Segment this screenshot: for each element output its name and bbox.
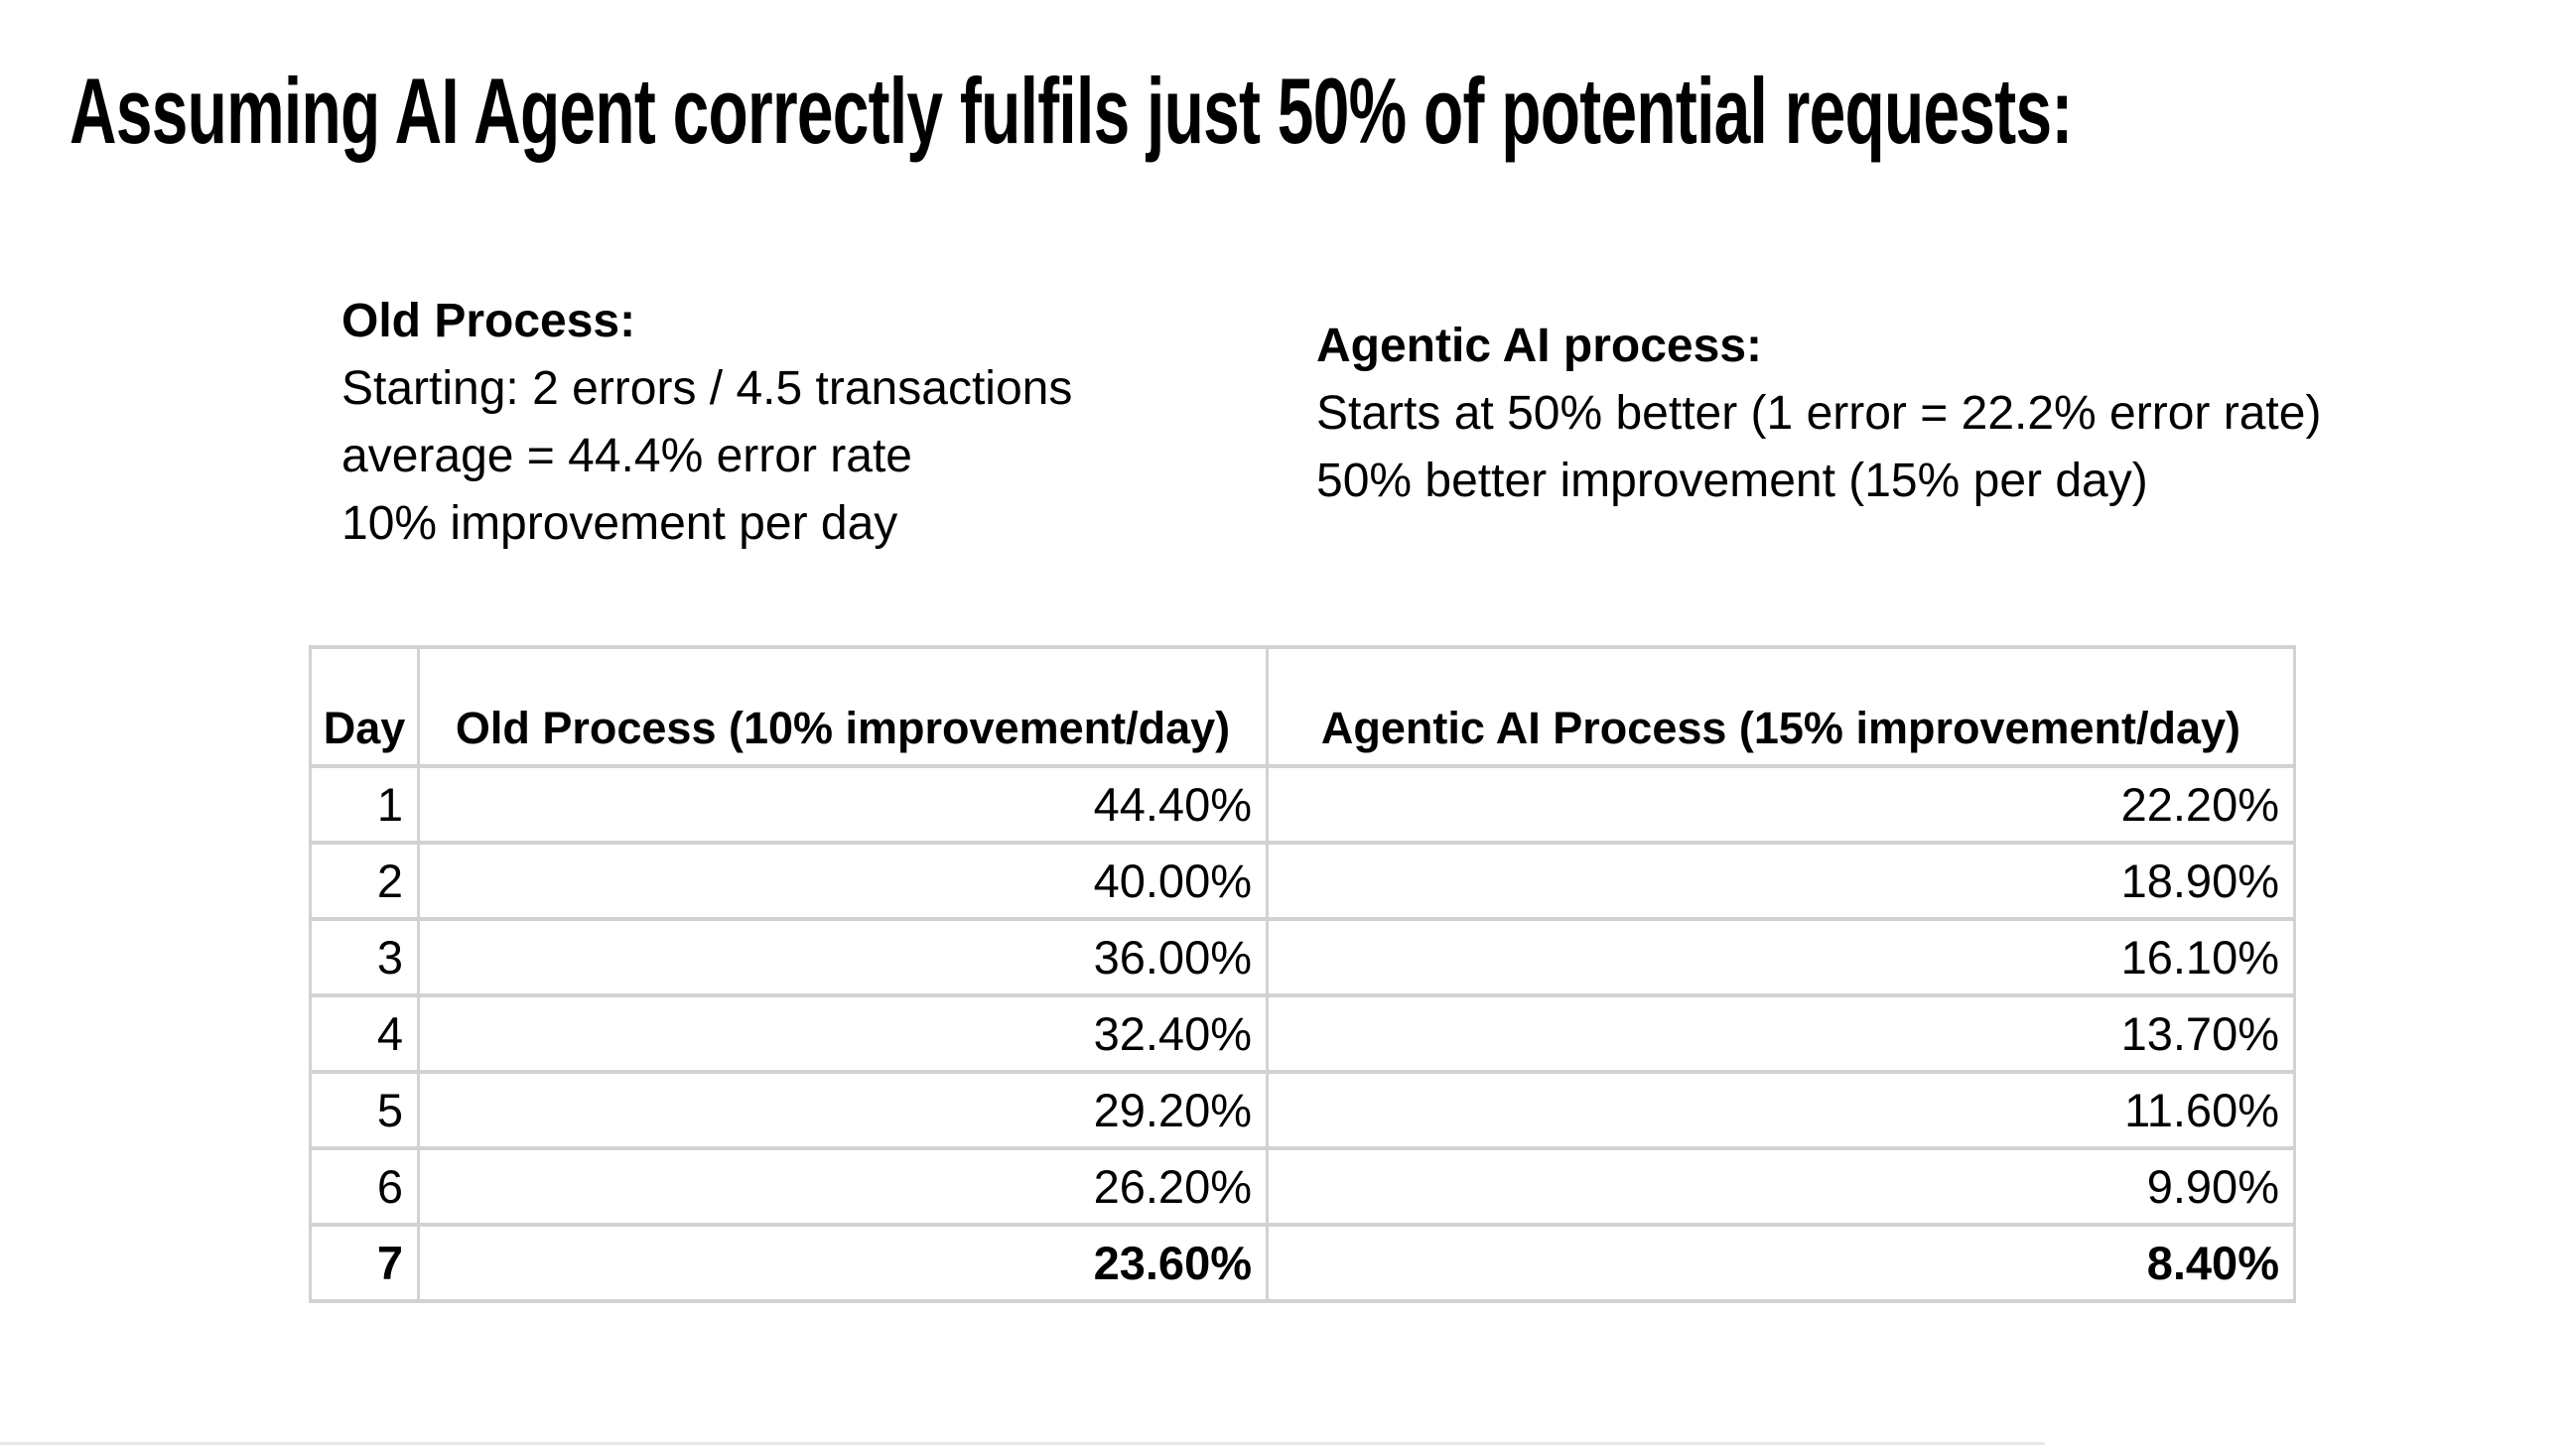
- old-process-value-cell: 36.00%: [417, 917, 1269, 997]
- day-cell: 4: [309, 993, 420, 1074]
- old-process-heading: Old Process:: [341, 295, 636, 347]
- agentic-process-heading: Agentic AI process:: [1316, 320, 1762, 372]
- old-process-value-cell: 23.60%: [417, 1223, 1269, 1303]
- table-row: 2 40.00% 18.90%: [309, 841, 2296, 921]
- old-process-value-cell: 32.40%: [417, 993, 1269, 1074]
- old-process-value-cell: 40.00%: [417, 841, 1269, 921]
- old-process-value-cell: 29.20%: [417, 1070, 1269, 1150]
- agentic-process-value-cell: 11.60%: [1266, 1070, 2296, 1150]
- agentic-process-value-cell: 13.70%: [1266, 993, 2296, 1074]
- table-row: 5 29.20% 11.60%: [309, 1070, 2296, 1150]
- old-process-block: Old Process: Starting: 2 errors / 4.5 tr…: [341, 288, 1072, 558]
- column-header-agentic-process: Agentic AI Process (15% improvement/day): [1266, 645, 2296, 768]
- old-process-line-3: 10% improvement per day: [341, 497, 898, 550]
- day-cell: 1: [309, 764, 420, 845]
- agentic-process-value-cell: 9.90%: [1266, 1146, 2296, 1227]
- old-process-value-cell: 26.20%: [417, 1146, 1269, 1227]
- day-cell: 5: [309, 1070, 420, 1150]
- day-cell: 6: [309, 1146, 420, 1227]
- agentic-process-value-cell: 8.40%: [1266, 1223, 2296, 1303]
- agentic-process-value-cell: 22.20%: [1266, 764, 2296, 845]
- agentic-process-line-1: Starts at 50% better (1 error = 22.2% er…: [1316, 387, 2322, 440]
- agentic-process-block: Agentic AI process: Starts at 50% better…: [1316, 313, 2321, 515]
- agentic-process-value-cell: 16.10%: [1266, 917, 2296, 997]
- day-cell: 7: [309, 1223, 420, 1303]
- table-row: 6 26.20% 9.90%: [309, 1146, 2296, 1227]
- screenshot-bottom-edge-line: [0, 1442, 2045, 1445]
- old-process-line-2: average = 44.4% error rate: [341, 430, 912, 482]
- table-row: 7 23.60% 8.40%: [309, 1223, 2296, 1303]
- table-row: 4 32.40% 13.70%: [309, 993, 2296, 1074]
- column-header-day: Day: [309, 645, 420, 768]
- column-header-old-process: Old Process (10% improvement/day): [417, 645, 1269, 768]
- agentic-process-value-cell: 18.90%: [1266, 841, 2296, 921]
- comparison-table-container: Day Old Process (10% improvement/day) Ag…: [309, 645, 2296, 1303]
- table-row: 1 44.40% 22.20%: [309, 764, 2296, 845]
- old-process-value-cell: 44.40%: [417, 764, 1269, 845]
- table-row: 3 36.00% 16.10%: [309, 917, 2296, 997]
- agentic-process-line-2: 50% better improvement (15% per day): [1316, 455, 2148, 507]
- table-body: 1 44.40% 22.20% 2 40.00% 18.90% 3 36.00% 16.10% 4…: [309, 764, 2296, 1303]
- page-title: Assuming AI Agent correctly fulfils just…: [69, 59, 2073, 163]
- old-process-line-1: Starting: 2 errors / 4.5 transactions: [341, 362, 1073, 415]
- table-header-row: Day Old Process (10% improvement/day) Ag…: [309, 645, 2296, 768]
- day-cell: 2: [309, 841, 420, 921]
- comparison-table: Day Old Process (10% improvement/day) Ag…: [309, 645, 2296, 1303]
- day-cell: 3: [309, 917, 420, 997]
